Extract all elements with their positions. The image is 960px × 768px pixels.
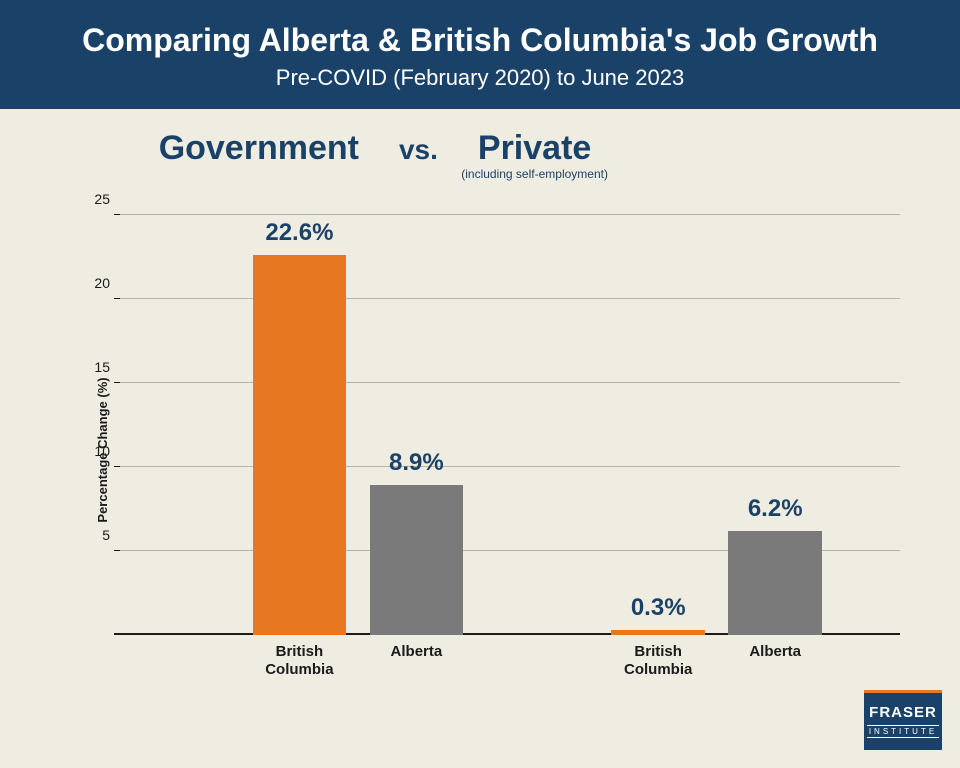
- y-tick-label: 10: [94, 443, 110, 459]
- bar: 6.2%: [728, 531, 822, 635]
- chart-subtitle: Pre-COVID (February 2020) to June 2023: [20, 65, 940, 91]
- logo-line2: INSTITUTE: [867, 725, 939, 738]
- sector-vs: vs.: [399, 134, 438, 166]
- y-tick-mark: [114, 550, 120, 551]
- bar: 8.9%: [370, 485, 464, 635]
- chart-header: Comparing Alberta & British Columbia's J…: [0, 0, 960, 109]
- gridline: [120, 214, 900, 215]
- bar: 0.3%: [611, 630, 705, 635]
- logo-line1: FRASER: [864, 704, 942, 721]
- y-tick-mark: [114, 214, 120, 215]
- sector-right-note: (including self-employment): [461, 167, 608, 181]
- gridline: [120, 466, 900, 467]
- x-category-label: Alberta: [749, 643, 801, 661]
- chart-title: Comparing Alberta & British Columbia's J…: [20, 22, 940, 59]
- y-tick-mark: [114, 466, 120, 467]
- y-tick-label: 5: [102, 527, 110, 543]
- x-category-label: BritishColumbia: [265, 643, 333, 679]
- sector-row: Government vs. Private (including self-e…: [0, 129, 960, 168]
- fraser-institute-logo: FRASER INSTITUTE: [864, 690, 942, 750]
- y-tick-label: 15: [94, 359, 110, 375]
- sector-right-label: Private: [478, 129, 591, 167]
- gridline: [120, 298, 900, 299]
- sector-right: Private (including self-employment): [478, 129, 591, 168]
- sector-left: Government: [159, 129, 359, 168]
- x-category-label: BritishColumbia: [624, 643, 692, 679]
- y-tick-mark: [114, 298, 120, 299]
- bar-value-label: 8.9%: [389, 449, 444, 477]
- bar-value-label: 22.6%: [265, 219, 333, 247]
- bar-value-label: 6.2%: [748, 495, 803, 523]
- bar-value-label: 0.3%: [631, 594, 686, 622]
- y-tick-label: 25: [94, 191, 110, 207]
- plot-region: 51015202522.6%BritishColumbia8.9%Alberta…: [120, 215, 900, 635]
- bar: 22.6%: [253, 255, 347, 635]
- y-tick-label: 20: [94, 275, 110, 291]
- y-tick-mark: [114, 382, 120, 383]
- gridline: [120, 382, 900, 383]
- x-category-label: Alberta: [391, 643, 443, 661]
- chart-area: Percentage Change (%) 51015202522.6%Brit…: [60, 215, 900, 685]
